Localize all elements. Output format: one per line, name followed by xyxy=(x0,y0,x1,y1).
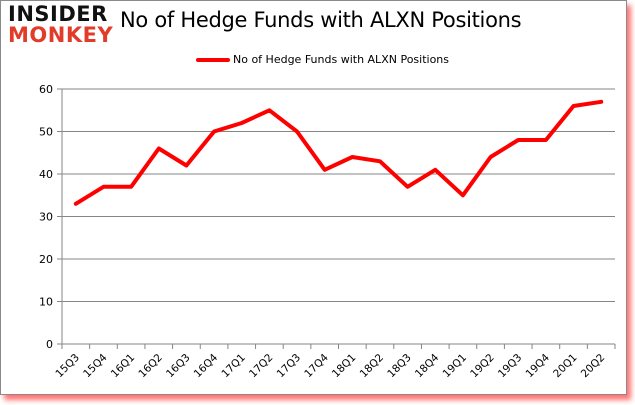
x-tick-label: 20Q2 xyxy=(579,352,608,381)
x-tick-label: 16Q1 xyxy=(109,352,138,381)
chart-title: No of Hedge Funds with ALXN Positions xyxy=(120,8,522,32)
y-tick-label: 20 xyxy=(39,253,53,266)
x-tick-label: 18Q4 xyxy=(413,351,442,380)
x-tick-label: 19Q3 xyxy=(496,352,525,381)
x-tick-label: 18Q1 xyxy=(330,352,359,381)
y-tick-label: 0 xyxy=(46,338,53,351)
y-tick-label: 30 xyxy=(39,211,53,224)
legend: No of Hedge Funds with ALXN Positions xyxy=(196,53,449,66)
y-axis: 0 10 20 30 40 50 60 xyxy=(39,83,63,351)
x-tick-label: 17Q1 xyxy=(219,352,248,381)
x-tick-label: 19Q1 xyxy=(441,352,470,381)
logo-line-1: INSIDER xyxy=(8,2,108,26)
x-tick-label: 15Q3 xyxy=(53,352,82,381)
x-tick-label: 20Q1 xyxy=(551,352,580,381)
legend-line-swatch-icon xyxy=(196,57,230,62)
y-tick-label: 10 xyxy=(39,296,53,309)
x-tick-label: 18Q2 xyxy=(358,352,387,381)
x-tick-label: 19Q4 xyxy=(523,351,552,380)
x-tick-label: 17Q3 xyxy=(275,352,304,381)
x-tick-label: 15Q4 xyxy=(81,351,110,380)
x-tick-label: 17Q2 xyxy=(247,352,276,381)
y-tick-label: 40 xyxy=(39,168,53,181)
y-tick-label: 60 xyxy=(39,83,53,96)
legend-label: No of Hedge Funds with ALXN Positions xyxy=(233,53,450,66)
y-tick-label: 50 xyxy=(39,126,53,139)
logo-line-2: MONKEY xyxy=(8,23,114,47)
gridlines xyxy=(57,88,615,345)
series-line xyxy=(73,99,604,206)
x-axis: 15Q3 15Q4 16Q1 16Q2 16Q3 16Q4 17Q1 17Q2 17Q3 17Q4… xyxy=(53,344,616,381)
x-tick-label: 16Q4 xyxy=(192,351,221,380)
x-tick-label: 18Q3 xyxy=(385,352,414,381)
insider-monkey-logo: INSIDER MONKEY xyxy=(8,4,113,46)
x-tick-label: 16Q2 xyxy=(136,352,165,381)
x-tick-label: 16Q3 xyxy=(164,352,193,381)
x-tick-label: 19Q2 xyxy=(468,352,497,381)
chart-frame xyxy=(0,0,627,395)
x-tick-label: 17Q4 xyxy=(302,351,331,380)
